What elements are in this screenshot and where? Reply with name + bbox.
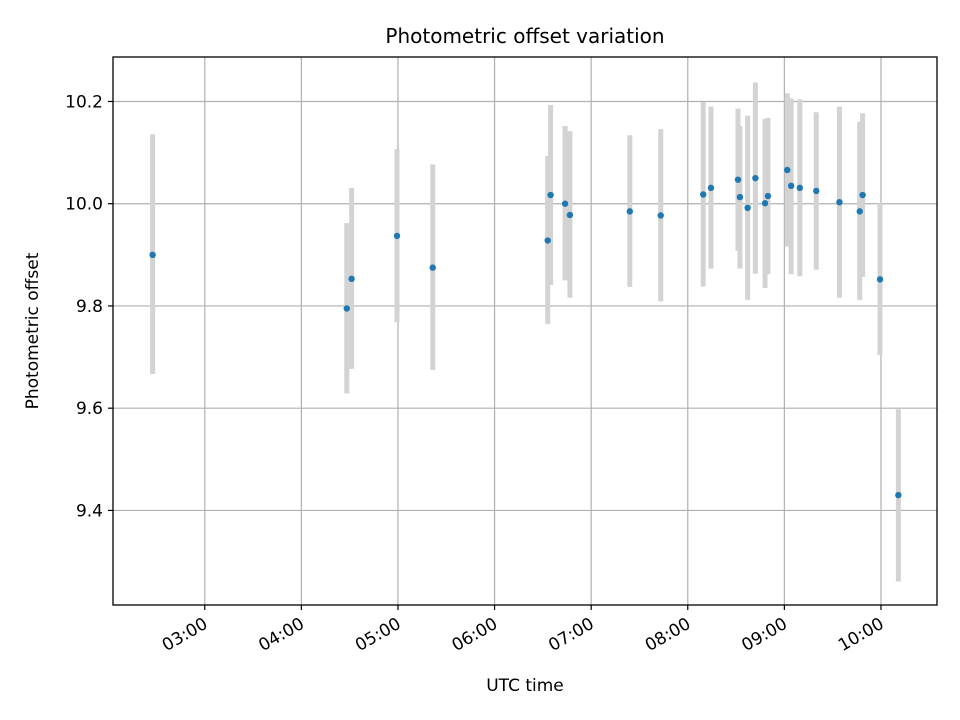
x-tick-label: 09:00 (738, 614, 790, 656)
error-bars (150, 82, 901, 582)
y-tick-label: 9.8 (76, 297, 103, 317)
x-axis-ticks: 03:00 04:00 05:00 06:00 07:00 08:00 09:00 10:00 (159, 605, 887, 656)
data-point (895, 491, 902, 499)
data-point (813, 187, 820, 195)
y-tick-label: 9.6 (76, 399, 103, 419)
data-point (752, 174, 759, 182)
x-tick-label: 05:00 (352, 614, 404, 656)
data-point (784, 166, 791, 174)
y-tick-label: 10.2 (65, 92, 103, 112)
data-point (544, 237, 551, 244)
data-point (626, 208, 634, 215)
y-tick-label: 9.4 (76, 501, 103, 521)
x-tick-label: 04:00 (255, 614, 307, 656)
data-point (149, 251, 156, 259)
x-tick-label: 07:00 (545, 614, 597, 656)
data-point (393, 232, 401, 240)
data-points (149, 166, 902, 499)
data-point (744, 204, 751, 212)
y-axis-label: Photometric offset (23, 252, 43, 409)
data-point (764, 192, 772, 200)
data-point (657, 212, 664, 219)
data-point (859, 191, 866, 199)
data-point (547, 191, 554, 199)
y-axis-ticks: 9.4 9.6 9.8 10.0 10.2 (65, 92, 113, 521)
x-tick-label: 08:00 (642, 614, 694, 656)
data-point (566, 211, 574, 219)
data-point (561, 200, 569, 207)
data-point (761, 200, 769, 207)
data-point (856, 208, 863, 215)
x-tick-label: 06:00 (449, 614, 501, 656)
plot-frame (112, 56, 938, 606)
data-point (796, 184, 804, 192)
chart-title: Photometric offset variation (385, 24, 664, 48)
x-tick-label: 10:00 (835, 614, 887, 656)
y-tick-label: 10.0 (65, 195, 103, 215)
data-point (787, 182, 795, 190)
data-point (734, 176, 742, 183)
data-point (429, 264, 436, 271)
data-point (348, 275, 355, 283)
data-point (836, 198, 843, 206)
grid-lines (113, 57, 937, 605)
data-point (876, 276, 884, 283)
data-point (736, 193, 744, 201)
data-point (700, 191, 707, 198)
data-point (707, 184, 715, 192)
data-point (343, 305, 350, 312)
x-axis-label: UTC time (486, 676, 564, 696)
x-tick-label: 03:00 (159, 614, 211, 656)
